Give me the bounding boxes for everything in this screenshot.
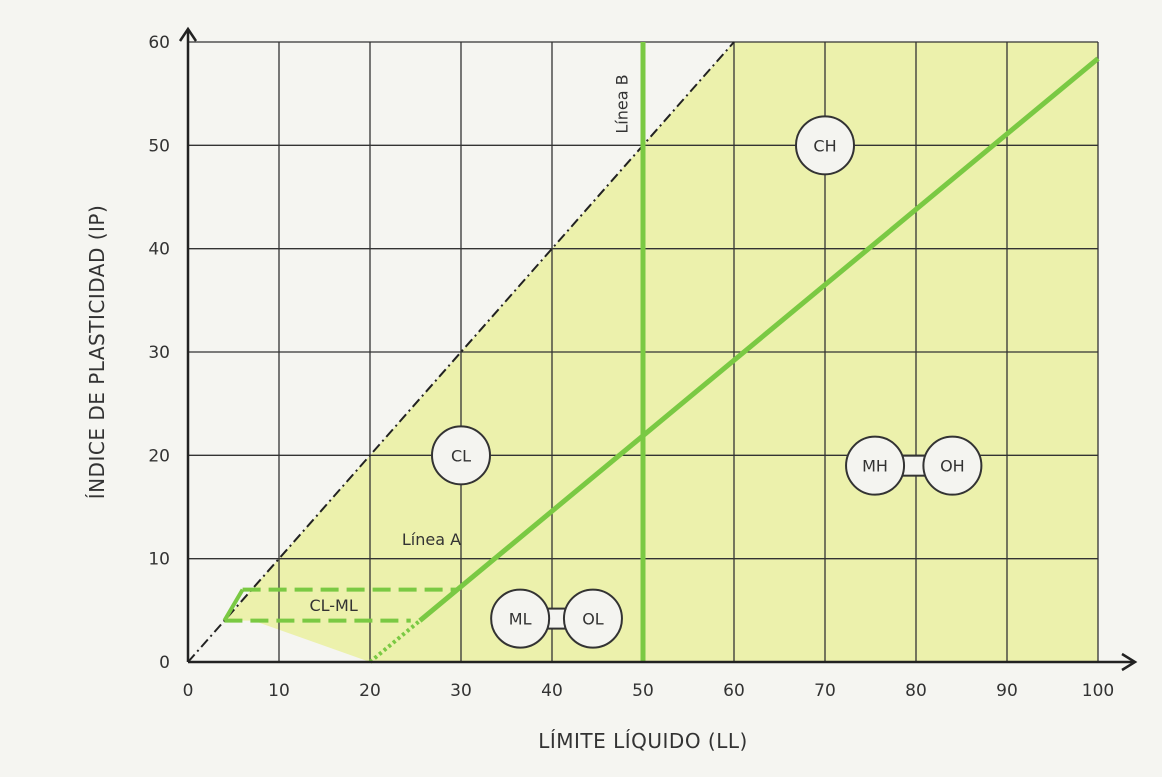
y-tick-label: 60 (148, 33, 170, 53)
line-b-label: Línea B (613, 74, 632, 133)
zone-oh-label: OH (940, 457, 965, 476)
cl-ml-left (222, 588, 245, 622)
zone-cl-label: CL (451, 446, 471, 465)
x-tick-label: 80 (905, 681, 927, 701)
axis-layer: 0 10 20 30 40 50 60 70 80 90 100 0 10 20 30 40 50 60 LÍMIT… (85, 26, 1138, 753)
y-tick-label: 50 (148, 136, 170, 156)
label-layer: Línea A Línea B CL CH ML OL MH OH CL-ML (309, 74, 983, 649)
zone-ch-circle (795, 115, 855, 176)
zone-ml-circle (490, 588, 551, 649)
x-axis-title: LÍMITE LÍQUIDO (LL) (538, 729, 748, 753)
x-tick-label: 50 (632, 681, 654, 701)
x-tick-label: 20 (359, 681, 381, 701)
y-tick-label: 30 (148, 343, 170, 363)
x-tick-label: 40 (541, 681, 563, 701)
x-tick-label: 100 (1082, 681, 1114, 701)
y-tick-label: 40 (148, 240, 170, 260)
zone-mh-circle (845, 435, 906, 496)
y-tick-label: 0 (159, 653, 170, 673)
zone-ol-circle (562, 588, 623, 649)
x-axis-arrow (1121, 652, 1138, 672)
zone-oh-circle (922, 435, 983, 496)
y-axis-title: ÍNDICE DE PLASTICIDAD (IP) (85, 205, 109, 500)
zone-ml-label: ML (509, 610, 532, 629)
zone-cl-circle (431, 425, 491, 486)
x-tick-label: 90 (996, 681, 1018, 701)
zone-cl-ml-label: CL-ML (309, 596, 357, 615)
y-tick-label: 20 (148, 446, 170, 466)
line-a (418, 56, 1100, 623)
line-a-label: Línea A (402, 530, 461, 549)
y-axis-arrow (178, 26, 198, 42)
x-tick-label: 70 (814, 681, 836, 701)
zone-mh-label: MH (862, 457, 888, 476)
y-tick-label: 10 (148, 550, 170, 570)
x-tick-label: 10 (268, 681, 290, 701)
x-tick-label: 30 (450, 681, 472, 701)
x-tick-label: 60 (723, 681, 745, 701)
line-a-dotted (368, 619, 422, 664)
zone-ol-label: OL (582, 610, 604, 629)
line-layer (187, 41, 1100, 664)
x-tick-label: 0 (183, 681, 194, 701)
zone-ch-label: CH (813, 136, 836, 155)
